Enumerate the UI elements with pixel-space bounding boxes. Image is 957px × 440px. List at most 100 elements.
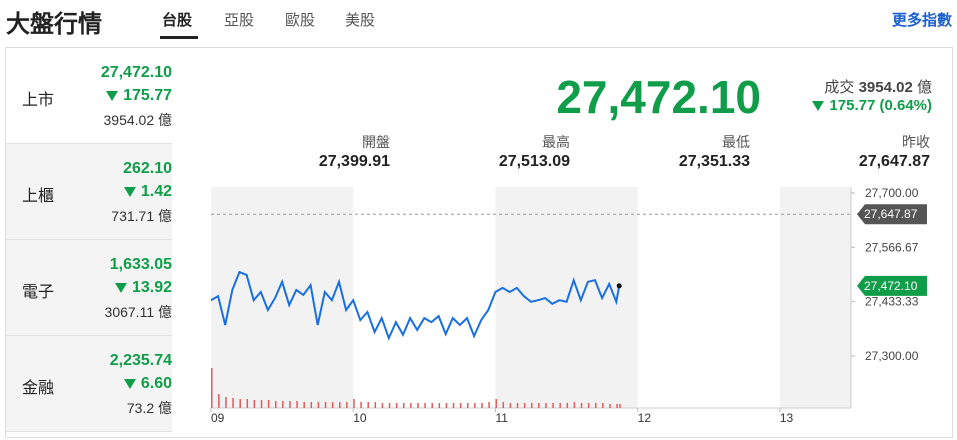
volume-bar <box>438 403 441 408</box>
down-arrow <box>812 101 825 112</box>
volume-bar <box>296 401 298 408</box>
tab[interactable]: 歐股 <box>285 12 316 29</box>
market-change: 1.42 <box>123 183 172 201</box>
volume-bar <box>225 397 227 408</box>
stat-label: 昨收 <box>902 134 930 150</box>
volume-bar <box>566 403 569 408</box>
market-value: 1,633.05 <box>109 256 172 273</box>
x-tick-label: 09 <box>211 411 225 425</box>
stat-value: 27,647.87 <box>858 153 930 170</box>
tab[interactable]: 亞股 <box>224 12 255 29</box>
last-tag-bg <box>857 275 927 296</box>
volume-bar <box>282 401 284 408</box>
down-arrow <box>123 378 136 389</box>
x-tick-label: 12 <box>638 411 652 425</box>
y-tick-label: 27,566.67 <box>865 240 919 254</box>
market-volume: 3954.02 億 <box>103 112 173 128</box>
market-item[interactable]: 電子 1,633.05 13.92 3067.11 億 <box>6 240 172 336</box>
market-value: 2,235.74 <box>109 352 172 369</box>
volume-bar <box>410 403 412 408</box>
volume-bar <box>374 402 377 408</box>
market-volume: 3067.11 億 <box>104 304 172 320</box>
volume-bar <box>267 400 270 408</box>
volume-bar <box>246 399 249 408</box>
down-arrow <box>114 282 127 293</box>
market-name: 金融 <box>22 380 55 397</box>
volume-bar <box>331 402 334 408</box>
market-change: 175.77 <box>106 87 172 105</box>
last-tag: 27,472.10 <box>864 279 918 293</box>
volume-bar <box>218 394 220 408</box>
volume-bar <box>339 402 341 408</box>
volume-bar <box>531 403 533 408</box>
last-point <box>616 283 622 289</box>
market-change-value: 6.60 <box>140 375 172 392</box>
reference-tag: 27,647.87 <box>864 207 918 221</box>
stat-value: 27,513.09 <box>498 153 570 170</box>
volume: 成交 3954.02 億 <box>824 76 932 97</box>
volume-bar <box>587 403 590 408</box>
volume-bar <box>616 404 618 408</box>
volume-bar <box>253 400 256 408</box>
x-tick-label: 11 <box>495 411 508 425</box>
volume-bar <box>260 400 263 408</box>
volume-bar <box>395 403 398 408</box>
volume-bar <box>324 402 327 408</box>
volume-bar <box>353 399 355 408</box>
market-value: 262.10 <box>123 160 172 177</box>
volume-bar <box>580 403 583 408</box>
volume-bar <box>573 402 576 408</box>
change-value: 175.77 (0.64%) <box>829 97 932 114</box>
volume-bar <box>523 403 526 408</box>
volume-bar <box>417 403 419 408</box>
volume-unit: 億 <box>916 79 932 96</box>
big-value: 27,472.10 <box>556 71 761 123</box>
market-item[interactable]: 上市 27,472.10 175.77 3954.02 億 <box>6 48 172 144</box>
volume-bar <box>552 403 554 408</box>
volume-bar <box>502 402 505 408</box>
x-tick-label: 13 <box>780 411 794 425</box>
down-arrow <box>123 186 136 197</box>
volume-bar <box>452 403 455 408</box>
volume-bar <box>388 403 391 408</box>
y-tick-label: 27,300.00 <box>865 349 919 363</box>
change: 175.77 (0.64%) <box>812 97 932 114</box>
volume-bar <box>467 403 469 408</box>
volume-bar <box>538 403 540 408</box>
volume-bar <box>403 403 405 408</box>
market-value: 27,472.10 <box>100 64 172 81</box>
stat-label: 最低 <box>722 134 750 150</box>
more-link[interactable]: 更多指數 <box>891 12 952 29</box>
tab-underline <box>160 36 198 39</box>
volume-bar <box>559 403 561 408</box>
volume-bar <box>509 403 512 408</box>
volume-bar <box>360 402 362 408</box>
stat-label: 最高 <box>542 134 570 150</box>
volume-bar <box>516 403 519 408</box>
volume-bar <box>445 403 448 408</box>
volume-bar <box>303 402 305 408</box>
volume-bar <box>495 399 497 408</box>
volume-bar <box>275 401 277 408</box>
volume-bar <box>595 403 597 408</box>
volume-bar <box>211 368 213 408</box>
volume-bar <box>310 402 313 408</box>
market-volume: 731.71 億 <box>111 208 172 224</box>
stat-label: 開盤 <box>362 134 390 150</box>
volume-bar <box>346 402 348 408</box>
tab[interactable]: 台股 <box>162 12 193 29</box>
market-item[interactable]: 金融 2,235.74 6.60 73.2 億 <box>6 336 172 432</box>
market-item[interactable]: 上櫃 262.10 1.42 731.71 億 <box>6 144 172 240</box>
volume-label: 成交 <box>824 79 855 96</box>
volume-bar <box>367 402 369 408</box>
market-change: 13.92 <box>114 279 172 297</box>
market-change-value: 175.77 <box>123 87 172 104</box>
session-band <box>779 187 851 408</box>
stat-value: 27,399.91 <box>318 153 390 170</box>
market-volume: 73.2 億 <box>126 400 172 416</box>
y-tick-label: 27,700.00 <box>865 186 919 200</box>
tab[interactable]: 美股 <box>345 12 376 29</box>
volume-bar <box>424 403 426 408</box>
